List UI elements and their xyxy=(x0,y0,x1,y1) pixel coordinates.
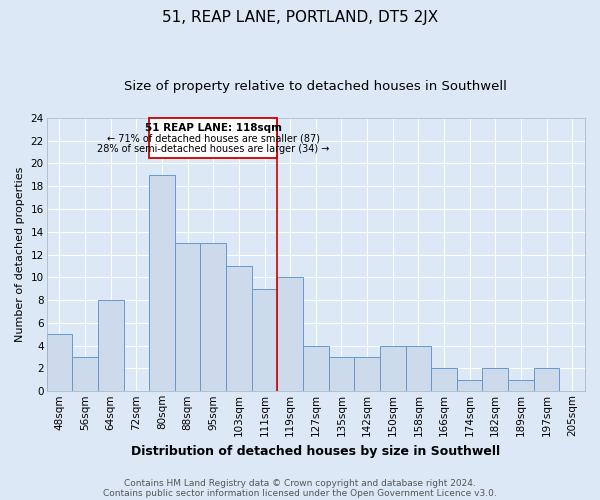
Bar xyxy=(277,278,303,392)
Text: 28% of semi-detached houses are larger (34) →: 28% of semi-detached houses are larger (… xyxy=(97,144,329,154)
FancyBboxPatch shape xyxy=(149,118,277,158)
Text: Contains HM Land Registry data © Crown copyright and database right 2024.: Contains HM Land Registry data © Crown c… xyxy=(124,478,476,488)
Text: 51, REAP LANE, PORTLAND, DT5 2JX: 51, REAP LANE, PORTLAND, DT5 2JX xyxy=(162,10,438,25)
Bar xyxy=(380,346,406,392)
Bar xyxy=(98,300,124,392)
Bar xyxy=(482,368,508,392)
Bar xyxy=(251,288,277,392)
Bar xyxy=(149,175,175,392)
Bar xyxy=(72,357,98,392)
Text: 51 REAP LANE: 118sqm: 51 REAP LANE: 118sqm xyxy=(145,124,282,134)
Bar xyxy=(303,346,329,392)
Bar xyxy=(200,243,226,392)
Bar xyxy=(226,266,251,392)
Bar xyxy=(534,368,559,392)
Bar xyxy=(329,357,354,392)
Title: Size of property relative to detached houses in Southwell: Size of property relative to detached ho… xyxy=(124,80,507,93)
X-axis label: Distribution of detached houses by size in Southwell: Distribution of detached houses by size … xyxy=(131,444,500,458)
Bar xyxy=(47,334,72,392)
Bar xyxy=(406,346,431,392)
Text: ← 71% of detached houses are smaller (87): ← 71% of detached houses are smaller (87… xyxy=(107,134,320,143)
Bar xyxy=(508,380,534,392)
Bar xyxy=(431,368,457,392)
Bar xyxy=(354,357,380,392)
Y-axis label: Number of detached properties: Number of detached properties xyxy=(15,167,25,342)
Bar xyxy=(175,243,200,392)
Bar xyxy=(457,380,482,392)
Text: Contains public sector information licensed under the Open Government Licence v3: Contains public sector information licen… xyxy=(103,488,497,498)
